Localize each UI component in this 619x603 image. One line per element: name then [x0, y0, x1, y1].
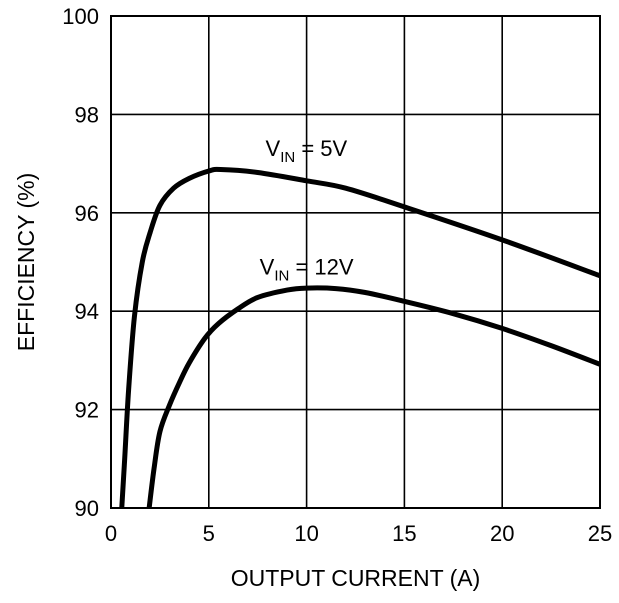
series-label-vin-5v: VIN = 5V — [266, 136, 348, 166]
y-tick-label: 90 — [75, 496, 99, 521]
x-tick-labels: 0 5 10 15 20 25 — [105, 521, 612, 546]
y-tick-label: 96 — [75, 201, 99, 226]
grid — [110, 15, 601, 509]
x-tick-label: 10 — [294, 521, 318, 546]
x-tick-label: 15 — [392, 521, 416, 546]
series-annotations: VIN = 5V VIN = 12V — [260, 136, 354, 284]
series-label-vin-12v: VIN = 12V — [260, 254, 354, 284]
series-line-vin-12v — [146, 285, 600, 508]
y-tick-label: 94 — [75, 299, 99, 324]
curves — [119, 166, 600, 508]
x-tick-label: 25 — [588, 521, 612, 546]
x-tick-label: 5 — [203, 521, 215, 546]
x-tick-label: 20 — [490, 521, 514, 546]
y-tick-label: 92 — [75, 398, 99, 423]
series-line-vin-5v — [119, 166, 600, 508]
x-tick-label: 0 — [105, 521, 117, 546]
x-axis-label: OUTPUT CURRENT (A) — [231, 565, 481, 591]
y-tick-label: 98 — [75, 102, 99, 127]
y-tick-label: 100 — [62, 4, 99, 29]
y-axis-label: EFFICIENCY (%) — [13, 173, 39, 351]
y-tick-labels: 90 92 94 96 98 100 — [62, 4, 99, 521]
plot-frame — [110, 15, 601, 509]
